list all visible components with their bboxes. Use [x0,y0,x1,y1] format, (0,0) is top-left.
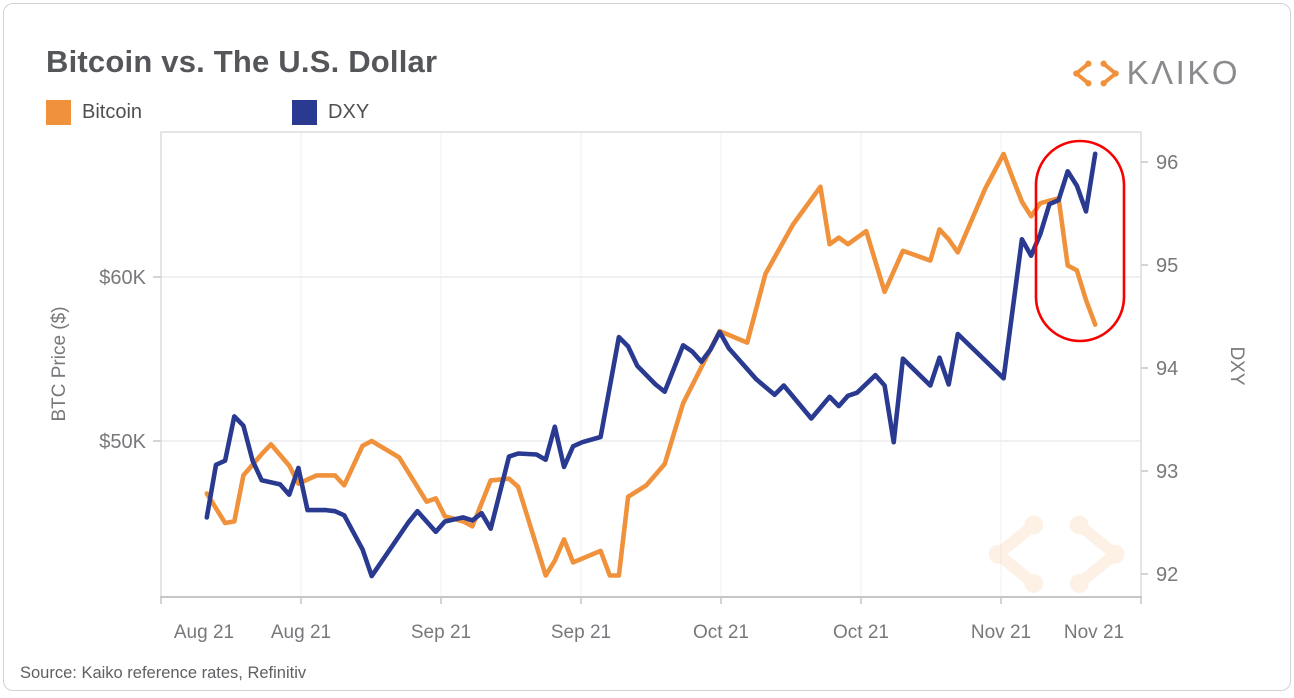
x-tick-label: Aug 21 [174,622,234,643]
plot-area: Aug 21 Aug 21 Sep 21 Sep 21 Oct 21 Oct 21 Nov … [99,131,1178,643]
x-tick-label: Oct 21 [833,622,889,643]
x-tick-label: Nov 21 [1064,622,1124,643]
right-axis-tick-label: 95 [1156,255,1178,277]
legend-item-bitcoin: Bitcoin [46,100,142,125]
x-tick-label: Nov 21 [971,622,1031,643]
right-axis-tick-label: 96 [1156,152,1178,174]
series-line-bitcoin [204,151,1098,578]
left-axis-tick-label: $50K [99,431,146,453]
source-note: Source: Kaiko reference rates, Refinitiv [20,664,307,682]
bitcoin-legend-label: Bitcoin [82,101,143,123]
legend-item-dxy: DXY [292,100,369,125]
chart-card: Bitcoin vs. The U.S. Dollar KΛIKO Bitcoi… [3,3,1291,691]
highlight-oval-annotation [1034,139,1126,343]
kaiko-watermark-icon [988,515,1125,593]
x-tick-label: Sep 21 [551,622,611,643]
page-title: Bitcoin vs. The U.S. Dollar [46,44,438,79]
x-tick-label: Sep 21 [411,622,471,643]
right-axis-tick-label: 93 [1156,461,1178,483]
x-tick-label: Oct 21 [693,622,749,643]
x-tick-label: Aug 21 [271,622,331,643]
right-axis-tick-label: 94 [1156,358,1178,380]
bitcoin-legend-swatch [46,100,71,125]
dxy-legend-swatch [292,100,318,125]
right-axis-tick-label: 92 [1156,564,1178,586]
kaiko-logo: KΛIKO [1072,54,1240,92]
series-line-dxy [204,151,1098,579]
legend: Bitcoin DXY [46,100,369,125]
kaiko-logo-text: KΛIKO [1126,54,1240,91]
left-axis-tick-label: $60K [99,267,146,289]
dxy-legend-label: DXY [328,101,370,123]
kaiko-logo-icon [1072,60,1119,86]
